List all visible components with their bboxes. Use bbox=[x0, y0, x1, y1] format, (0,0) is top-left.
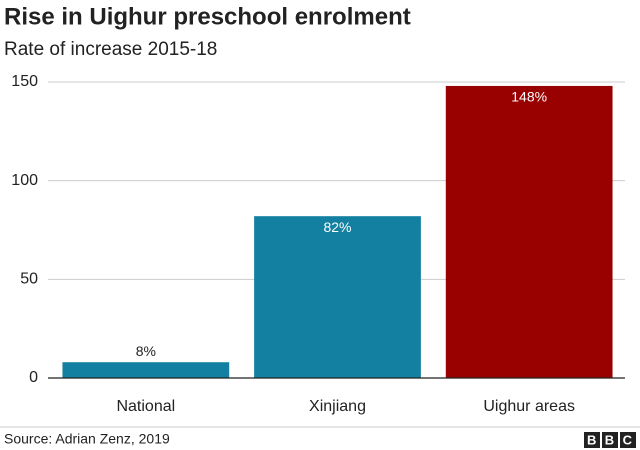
y-tick-label: 0 bbox=[29, 369, 38, 386]
y-tick-label: 50 bbox=[20, 271, 38, 288]
value-label: 148% bbox=[511, 89, 547, 105]
chart-subtitle: Rate of increase 2015-18 bbox=[4, 39, 217, 60]
bar bbox=[62, 362, 230, 378]
chart-title: Rise in Uighur preschool enrolment bbox=[4, 3, 411, 30]
value-label: 8% bbox=[136, 343, 156, 359]
y-tick-label: 150 bbox=[11, 73, 38, 90]
value-label: 82% bbox=[323, 219, 351, 235]
x-tick-label: National bbox=[116, 398, 175, 415]
bar bbox=[254, 216, 421, 378]
bar bbox=[445, 85, 613, 379]
y-tick-label: 100 bbox=[11, 172, 38, 189]
logo-box bbox=[602, 432, 618, 448]
logo-text: BBC bbox=[587, 432, 640, 447]
x-tick-label: Uighur areas bbox=[483, 398, 575, 415]
source: Source: Adrian Zenz, 2019 bbox=[4, 431, 170, 447]
x-tick-label: Xinjiang bbox=[309, 398, 366, 415]
bbc-logo: BBC bbox=[584, 432, 640, 448]
logo-box bbox=[584, 432, 600, 448]
logo-box bbox=[620, 432, 636, 448]
